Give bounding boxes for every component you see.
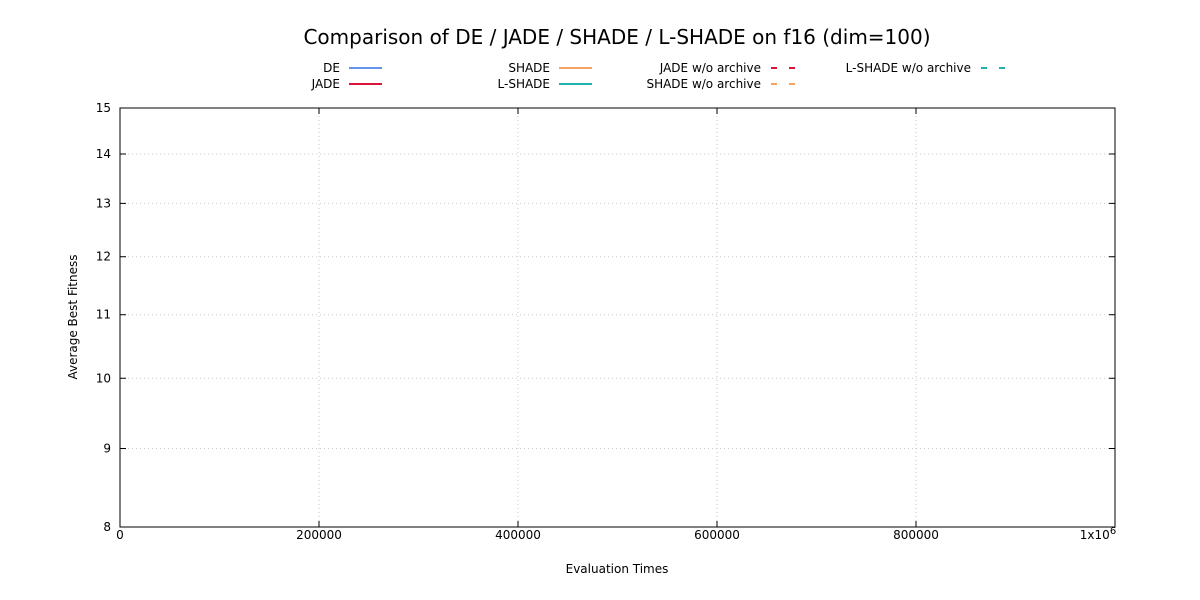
grid xyxy=(120,108,1115,527)
plot-frame xyxy=(119,107,1116,528)
y-tick-label: 15 xyxy=(96,101,111,115)
chart-title: Comparison of DE / JADE / SHADE / L-SHAD… xyxy=(303,25,930,49)
x-tick-label: 800000 xyxy=(893,528,939,542)
legend-label: SHADE xyxy=(508,61,550,75)
legend-label: L-SHADE w/o archive xyxy=(846,61,971,75)
x-tick-label: 0 xyxy=(116,528,124,542)
legend-label: SHADE w/o archive xyxy=(646,77,761,91)
x-tick-exponent: 6 xyxy=(1110,526,1116,537)
x-tick-label: 600000 xyxy=(694,528,740,542)
legend-label: JADE w/o archive xyxy=(659,61,761,75)
y-tick-label: 10 xyxy=(96,371,111,385)
y-tick-label: 9 xyxy=(103,441,111,455)
y-axis-label: Average Best Fitness xyxy=(66,254,80,379)
legend-label: DE xyxy=(323,61,340,75)
x-tick-label: 400000 xyxy=(495,528,541,542)
y-tick-label: 12 xyxy=(96,250,111,264)
x-tick-label: 1x106 xyxy=(1080,526,1116,542)
x-axis-label: Evaluation Times xyxy=(566,562,669,576)
axis-ticks: 0 200000 400000 600000 800000 1x106 8 9 10 11 12 13… xyxy=(96,101,1116,542)
x-tick-label: 200000 xyxy=(296,528,342,542)
y-tick-label: 11 xyxy=(96,308,111,322)
legend: DE JADE SHADE L-SHADE JADE w/o archive SHADE … xyxy=(311,61,1013,91)
y-tick-label: 14 xyxy=(96,147,111,161)
y-tick-label: 13 xyxy=(96,196,111,210)
y-tick-label: 8 xyxy=(103,520,111,534)
legend-label: JADE xyxy=(311,77,340,91)
legend-label: L-SHADE xyxy=(498,77,550,91)
